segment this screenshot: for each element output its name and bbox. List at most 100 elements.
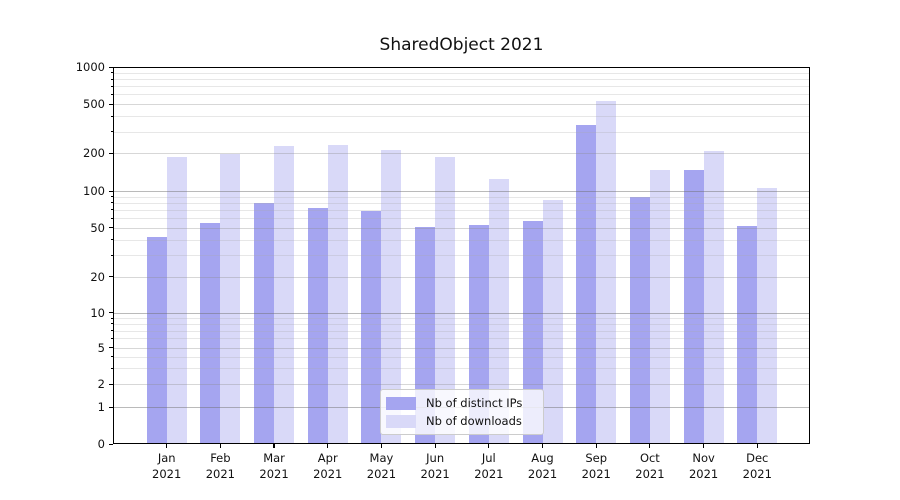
bar-downloads-oct (649, 170, 670, 444)
y-tick-label: 500 (83, 97, 105, 112)
x-tick-mark (434, 444, 436, 448)
bar-downloads-jan (166, 157, 187, 444)
gridline-minor (113, 116, 810, 118)
spine-right (809, 67, 811, 444)
x-tick-mark (219, 444, 221, 448)
gridline-minor (113, 330, 810, 332)
bar-downloads-feb (220, 154, 241, 444)
x-tick-mark (488, 444, 490, 448)
spine-top (113, 67, 810, 69)
x-tick-label: Aug 2021 (527, 451, 558, 481)
y-minor-tick-mark (110, 323, 113, 325)
bar-distinct-ips-dec (737, 225, 758, 444)
bar-downloads-dec (757, 187, 778, 444)
gridline-minor (113, 79, 810, 80)
x-tick-label: May 2021 (366, 451, 397, 481)
legend-swatch-distinct-ips (386, 396, 416, 410)
y-minor-tick-mark (110, 217, 113, 219)
x-tick-mark (649, 444, 651, 448)
y-tick-mark (108, 276, 113, 278)
y-tick-label: 0 (97, 437, 105, 451)
spine-bottom (113, 443, 810, 445)
bar-distinct-ips-aug (522, 220, 543, 444)
gridline-decade (113, 191, 810, 192)
bar-downloads-mar (274, 146, 295, 444)
gridline-major (113, 153, 810, 155)
gridline-minor (113, 323, 810, 325)
chart-title: SharedObject 2021 (379, 35, 544, 55)
gridline-major (113, 276, 810, 278)
bar-downloads-apr (327, 145, 348, 444)
y-tick-label: 10 (90, 305, 105, 320)
gridline-minor (113, 72, 810, 74)
bar-downloads-aug (542, 200, 563, 444)
y-tick-label: 1 (97, 400, 105, 414)
y-minor-tick-mark (110, 356, 113, 358)
y-tick-mark (108, 347, 113, 349)
y-tick-mark (108, 312, 113, 314)
x-tick-mark (166, 444, 168, 448)
y-minor-tick-mark (110, 131, 113, 133)
y-tick-mark (108, 383, 113, 385)
y-minor-tick-mark (110, 115, 113, 117)
gridline-major (113, 227, 810, 229)
x-tick-mark (756, 444, 758, 448)
bar-downloads-jun (435, 157, 456, 444)
x-tick-label: Feb 2021 (205, 451, 236, 481)
y-tick-label: 20 (90, 269, 105, 284)
y-tick-label: 100 (83, 184, 105, 198)
y-minor-tick-mark (110, 209, 113, 211)
x-tick-mark (273, 444, 275, 448)
gridline-minor (113, 86, 810, 88)
bar-distinct-ips-mar (254, 202, 275, 444)
x-tick-mark (327, 444, 329, 448)
gridline-minor (113, 218, 810, 220)
y-tick-mark (108, 103, 113, 105)
gridline-minor (113, 338, 810, 340)
legend-label-downloads: Nb of downloads (426, 414, 522, 428)
y-tick-mark (108, 66, 113, 68)
y-tick-label: 50 (90, 220, 105, 235)
legend-swatch-downloads (386, 414, 416, 428)
bar-downloads-jul (488, 178, 509, 444)
spine-left (113, 67, 115, 444)
x-tick-label: Jul 2021 (474, 451, 504, 481)
y-minor-tick-mark (110, 330, 113, 332)
y-tick-label: 200 (83, 146, 105, 161)
x-tick-label: Oct 2021 (635, 451, 665, 481)
y-tick-label: 5 (97, 340, 105, 355)
x-tick-mark (595, 444, 597, 448)
gridline-minor (113, 94, 810, 96)
y-tick-mark (108, 406, 113, 408)
legend-row-downloads: Nb of downloads (386, 413, 537, 429)
gridline-minor (113, 209, 810, 211)
gridline-major (113, 347, 810, 349)
gridline-minor (113, 239, 810, 241)
legend: Nb of distinct IPs Nb of downloads (380, 389, 544, 435)
y-minor-tick-mark (110, 72, 113, 74)
y-minor-tick-mark (110, 367, 113, 369)
legend-row-distinct-ips: Nb of distinct IPs (386, 395, 537, 411)
plot-area: 0 1 2 5 10 20 50 100 200 500 1000 Jan 2021 Feb 2021 M… (76, 60, 811, 481)
bar-distinct-ips-jan (146, 237, 167, 444)
gridline-major (113, 384, 810, 386)
bar-distinct-ips-feb (200, 222, 221, 444)
bar-distinct-ips-sep (576, 124, 597, 444)
y-tick-mark (108, 152, 113, 154)
y-tick-label: 2 (97, 377, 105, 392)
x-tick-mark (541, 444, 544, 448)
y-tick-label: 1000 (75, 60, 105, 74)
gridline-minor (113, 318, 810, 320)
gridline-decade (113, 312, 810, 314)
y-minor-tick-mark (110, 85, 113, 87)
x-tick-label: Apr 2021 (313, 451, 343, 481)
y-minor-tick-mark (110, 317, 113, 319)
x-tick-label: Jan 2021 (152, 451, 182, 481)
gridline-major (113, 104, 810, 106)
x-tick-label: Sep 2021 (581, 451, 611, 481)
x-tick-label: Jun 2021 (420, 451, 450, 481)
y-minor-tick-mark (110, 202, 113, 204)
y-tick-mark (108, 190, 113, 192)
gridline-minor (113, 356, 810, 358)
